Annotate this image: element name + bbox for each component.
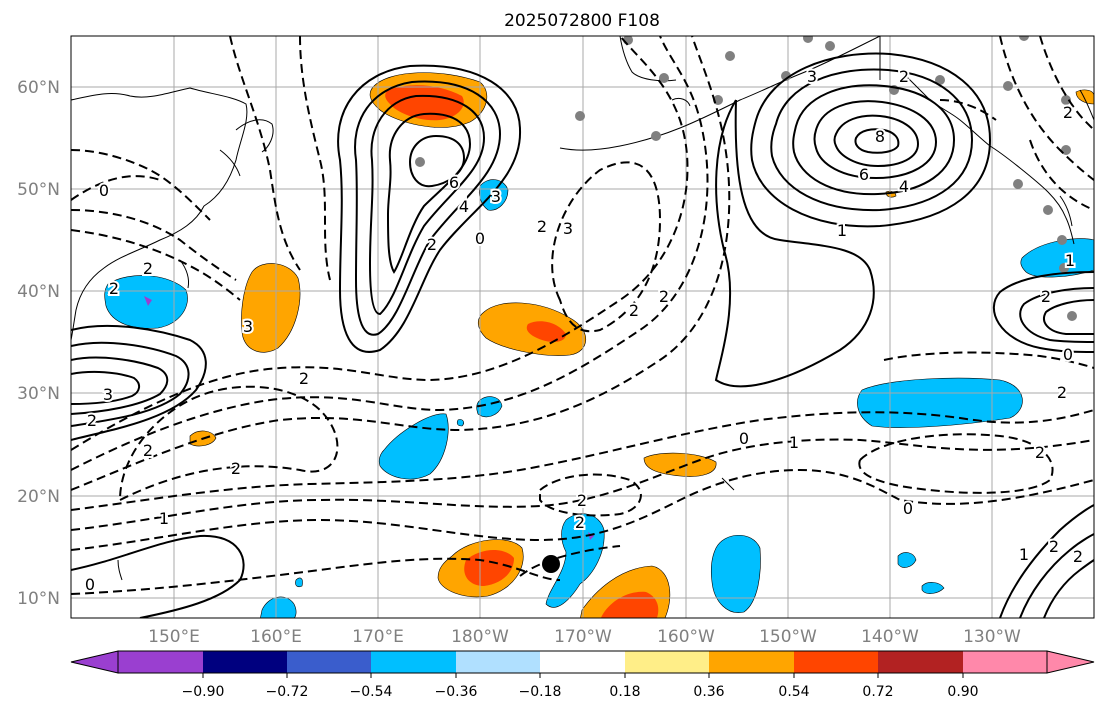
- colorbar: −0.90 −0.72 −0.54 −0.36 −0.18 0.18 0.36 …: [70, 650, 1095, 700]
- lon-label: 170°W: [554, 627, 612, 647]
- lat-label: 10°N: [17, 589, 60, 609]
- colorbar-tick-label: −0.18: [519, 684, 562, 700]
- latitude-labels: 60°N 50°N 40°N 30°N 20°N 10°N: [17, 78, 60, 609]
- contour-label: 2: [427, 235, 437, 254]
- longitude-labels: 150°E 160°E 170°E 180°W 170°W 160°W 150°…: [148, 627, 1021, 647]
- contour-label: 2: [577, 491, 587, 510]
- map-content: 0 1 2 2 3 2 2 2 3 2 4 6 3 2 0 3 2 2 2 3 …: [71, 36, 1094, 618]
- lon-label: 150°E: [148, 627, 200, 647]
- colorbar-over-arrow: [1046, 650, 1095, 674]
- contour-label: 4: [459, 197, 469, 216]
- gridlines: [71, 36, 1094, 618]
- contour-label: 6: [449, 173, 459, 192]
- contour-label: 1: [789, 433, 799, 452]
- lat-label: 50°N: [17, 180, 60, 200]
- contour-label: 4: [899, 177, 909, 196]
- contour-label: 2: [143, 259, 153, 278]
- contour-label: 3: [807, 67, 817, 86]
- contour-label: 2: [87, 411, 97, 430]
- colorbar-segment: [625, 651, 709, 673]
- dashed-contours: [71, 36, 1094, 595]
- colorbar-under-arrow: [70, 650, 119, 674]
- contour-label: 2: [1073, 547, 1083, 566]
- contour-label: 0: [1063, 345, 1073, 364]
- contour-label: 2: [1057, 383, 1067, 402]
- colorbar-segment: [371, 651, 456, 673]
- colorbar-segment: [203, 651, 287, 673]
- contour-label: 8: [875, 127, 885, 146]
- lon-label: 170°E: [352, 627, 404, 647]
- colorbar-tick-label: 0.90: [947, 684, 978, 700]
- contour-label: 2: [299, 369, 309, 388]
- contour-label: 0: [475, 229, 485, 248]
- marker-dot: [542, 555, 560, 573]
- colorbar-segment: [794, 651, 878, 673]
- lon-label: 150°W: [759, 627, 817, 647]
- colorbar-segment: [456, 651, 540, 673]
- colorbar-segment: [540, 651, 625, 673]
- positive-contours: [71, 52, 1094, 618]
- lat-label: 60°N: [17, 78, 60, 98]
- colorbar-segment: [287, 651, 371, 673]
- colorbar-segment: [878, 651, 963, 673]
- lat-label: 20°N: [17, 487, 60, 507]
- contour-label: 1: [1019, 545, 1029, 564]
- colorbar-segment: [118, 651, 203, 673]
- contour-label: 3: [243, 317, 253, 336]
- contour-label: 2: [1063, 103, 1073, 122]
- colorbar-tick-label: 0.36: [693, 684, 724, 700]
- contour-label: 3: [563, 219, 573, 238]
- contour-label: 3: [103, 385, 113, 404]
- contour-label: 2: [575, 513, 585, 532]
- colorbar-tick-label: −0.90: [182, 684, 225, 700]
- contour-label: 6: [859, 165, 869, 184]
- contour-label: 2: [629, 301, 639, 320]
- lon-label: 140°W: [861, 627, 919, 647]
- lat-label: 30°N: [17, 384, 60, 404]
- colorbar-tick-label: 0.54: [778, 684, 809, 700]
- station-dots: [415, 36, 1077, 321]
- contour-label: 0: [739, 429, 749, 448]
- lat-label: 40°N: [17, 282, 60, 302]
- contour-label: 2: [659, 287, 669, 306]
- lon-label: 180°W: [451, 627, 509, 647]
- colorbar-tick-label: −0.54: [350, 684, 393, 700]
- contour-label: 2: [143, 441, 153, 460]
- contour-label: 0: [903, 499, 913, 518]
- contour-labels: 0 1 2 2 3 2 2 2 3 2 4 6 3 2 0 3 2 2 2 3 …: [83, 65, 1085, 596]
- contour-label: 2: [109, 279, 119, 298]
- contour-label: 2: [1049, 537, 1059, 556]
- lon-label: 160°W: [657, 627, 715, 647]
- colorbar-tick-label: 0.18: [609, 684, 640, 700]
- contour-label: 0: [99, 181, 109, 200]
- colorbar-segment: [963, 651, 1047, 673]
- map-frame: [70, 35, 1095, 619]
- colorbar-tick-label: −0.36: [435, 684, 478, 700]
- lon-label: 130°W: [963, 627, 1021, 647]
- contour-label: 0: [85, 575, 95, 594]
- contour-label: 3: [491, 187, 501, 206]
- contour-label: 1: [837, 221, 847, 240]
- colorbar-segment: [709, 651, 794, 673]
- lon-label: 160°E: [250, 627, 302, 647]
- contour-label: 2: [1035, 443, 1045, 462]
- contour-label: 2: [537, 217, 547, 236]
- contour-label: 2: [231, 459, 241, 478]
- contour-label: 1: [1065, 251, 1075, 270]
- contour-label: 2: [1041, 287, 1051, 306]
- contour-label: 2: [899, 67, 909, 86]
- colorbar-tick-label: 0.72: [862, 684, 893, 700]
- map-title: 2025072800 F108: [504, 11, 660, 31]
- contour-label: 1: [159, 509, 169, 528]
- colorbar-tick-label: −0.72: [266, 684, 309, 700]
